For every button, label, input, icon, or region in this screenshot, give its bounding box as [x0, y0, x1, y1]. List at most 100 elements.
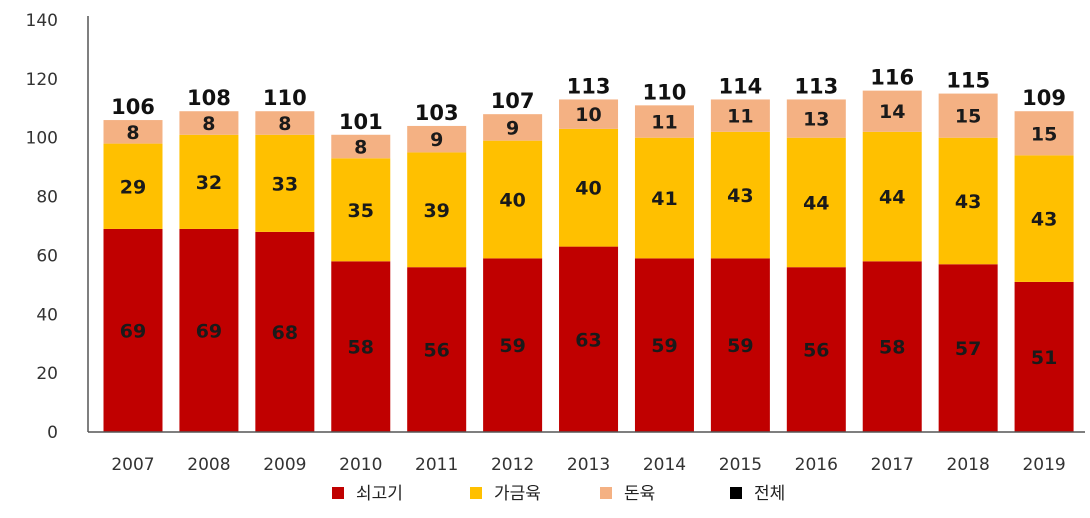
bar-segment-3 — [407, 125, 467, 153]
bar-segment-1 — [862, 261, 922, 432]
data-label: 13 — [803, 109, 829, 131]
data-label: 44 — [803, 192, 829, 214]
y-tick-label: 40 — [36, 305, 58, 325]
data-label: 43 — [955, 191, 981, 213]
data-label: 39 — [423, 200, 449, 222]
legend: 쇠고기 가금육 돈육 전체 — [332, 484, 785, 504]
x-tick-label: 2007 — [111, 455, 154, 475]
bar-segment-1 — [179, 228, 239, 432]
legend-swatch-3 — [600, 487, 612, 499]
bar-segment-1 — [710, 258, 770, 432]
x-tick-label: 2018 — [947, 455, 990, 475]
bar-segment-2 — [103, 143, 163, 229]
y-tick-label: 100 — [26, 129, 58, 149]
bar-segment-2 — [559, 128, 619, 247]
bar-segment-3 — [103, 120, 163, 144]
bar-segment-2 — [255, 134, 315, 232]
bar-segment-3 — [634, 105, 694, 138]
data-label: 9 — [430, 129, 443, 151]
data-label: 40 — [499, 190, 525, 212]
data-label: 44 — [879, 187, 905, 209]
data-label: 59 — [499, 335, 525, 357]
data-label: 15 — [1031, 123, 1057, 145]
total-label: 116 — [870, 66, 914, 90]
legend-swatch-2 — [470, 487, 482, 499]
data-label: 58 — [879, 337, 905, 359]
data-label: 9 — [506, 117, 519, 139]
x-tick-label: 2015 — [719, 455, 762, 475]
data-label: 63 — [575, 329, 601, 351]
data-label: 8 — [278, 113, 291, 135]
data-label: 8 — [126, 122, 139, 144]
data-label: 59 — [727, 335, 753, 357]
data-label: 33 — [272, 173, 298, 195]
data-label: 69 — [196, 320, 222, 342]
x-tick-label: 2011 — [415, 455, 458, 475]
x-tick-label: 2008 — [187, 455, 230, 475]
bar-segment-3 — [483, 114, 543, 141]
bar-segment-1 — [786, 267, 846, 432]
y-tick-label: 140 — [26, 11, 58, 31]
x-axis: 2007 2008 2009 2010 2011 2012 2013 2014 2015 2016… — [88, 431, 1085, 475]
bar-segment-3 — [786, 99, 846, 138]
total-label: 101 — [339, 110, 383, 134]
data-label: 11 — [651, 112, 677, 134]
total-label: 109 — [1022, 86, 1066, 110]
bar-segment-2 — [483, 140, 543, 259]
bar-segment-1 — [1014, 281, 1074, 432]
total-label: 113 — [567, 74, 611, 98]
bar-segment-3 — [255, 111, 315, 135]
data-label: 35 — [348, 200, 374, 222]
y-tick-label: 80 — [36, 188, 58, 208]
x-tick-label: 2017 — [871, 455, 914, 475]
total-label: 110 — [263, 86, 307, 110]
total-label: 113 — [794, 74, 838, 98]
bar-segment-3 — [179, 111, 239, 135]
bar-segment-2 — [331, 158, 391, 262]
y-axis: 0 20 40 60 80 100 120 140 — [26, 11, 89, 443]
bar-segment-2 — [710, 131, 770, 259]
x-tick-label: 2014 — [643, 455, 686, 475]
total-label: 108 — [187, 86, 231, 110]
data-label: 41 — [651, 188, 677, 210]
x-tick-label: 2012 — [491, 455, 534, 475]
data-label: 43 — [727, 185, 753, 207]
data-label: 68 — [272, 322, 298, 344]
bar-segment-1 — [634, 258, 694, 432]
x-tick-label: 2009 — [263, 455, 306, 475]
data-label: 32 — [196, 172, 222, 194]
legend-swatch-1 — [332, 487, 344, 499]
bar-segment-2 — [938, 137, 998, 265]
bar-segment-2 — [786, 137, 846, 268]
data-label: 8 — [202, 113, 215, 135]
bar-segment-1 — [938, 264, 998, 432]
bar-segment-3 — [1014, 111, 1074, 156]
bar-segment-3 — [938, 93, 998, 138]
data-label: 15 — [955, 106, 981, 128]
bar-segment-2 — [407, 152, 467, 268]
data-label: 69 — [120, 320, 146, 342]
bar-segment-1 — [483, 258, 543, 432]
bar-segment-1 — [255, 231, 315, 432]
bar-segment-1 — [559, 246, 619, 432]
x-tick-label: 2016 — [795, 455, 838, 475]
data-label: 51 — [1031, 347, 1057, 369]
total-label: 110 — [643, 80, 687, 104]
total-label: 106 — [111, 95, 155, 119]
bar-segment-3 — [710, 99, 770, 132]
total-label: 103 — [415, 101, 459, 125]
total-label: 114 — [718, 74, 762, 98]
x-tick-label: 2019 — [1022, 455, 1065, 475]
bar-segment-3 — [559, 99, 619, 129]
bars: 6929810669328108683381105835810156399103… — [103, 66, 1074, 432]
legend-label-2: 가금육 — [494, 484, 541, 504]
y-tick-label: 0 — [47, 423, 58, 443]
data-label: 43 — [1031, 209, 1057, 231]
data-label: 59 — [651, 335, 677, 357]
bar-segment-2 — [179, 134, 239, 229]
y-tick-label: 20 — [36, 364, 58, 384]
data-label: 56 — [423, 340, 449, 362]
data-label: 57 — [955, 338, 981, 360]
